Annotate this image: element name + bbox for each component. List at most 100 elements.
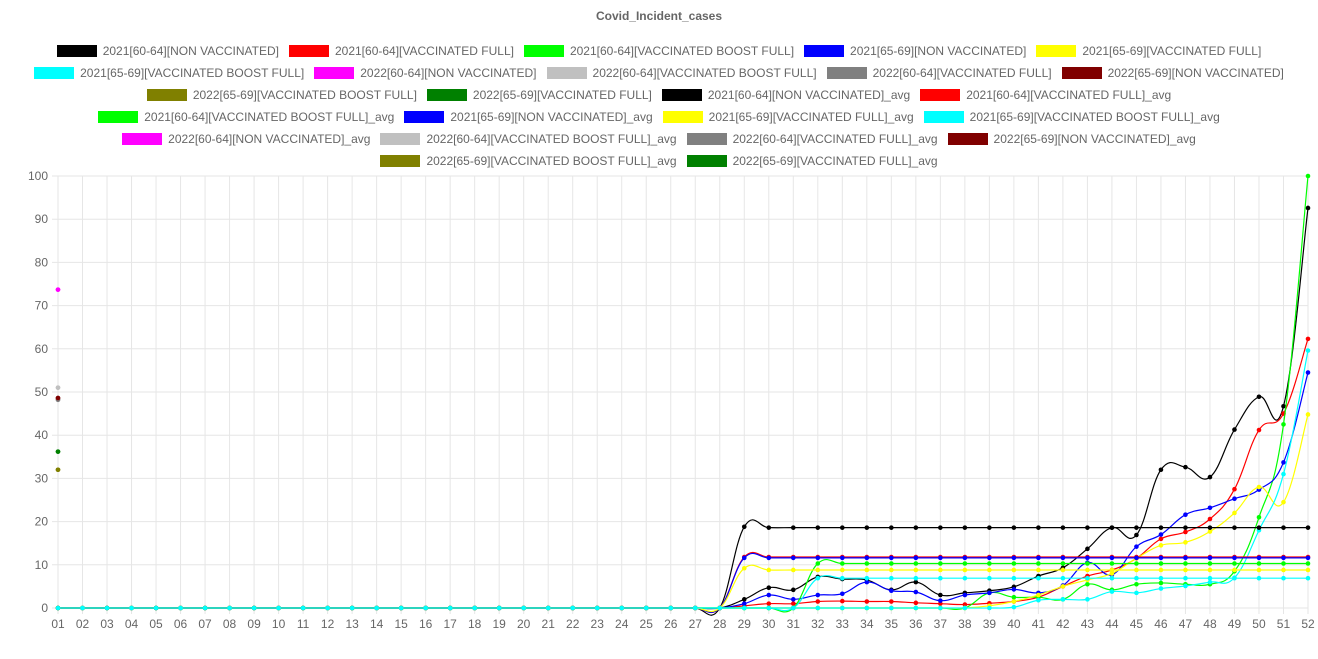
data-point bbox=[1158, 580, 1164, 586]
data-point bbox=[913, 567, 919, 573]
legend-item[interactable]: 2021[60-64][NON VACCINATED] bbox=[56, 40, 279, 62]
data-point bbox=[815, 555, 821, 561]
data-point bbox=[1011, 599, 1017, 604]
legend-label: 2021[65-69][VACCINATED FULL]_avg bbox=[708, 110, 914, 124]
legend-item[interactable]: 2022[60-64][VACCINATED FULL] bbox=[826, 62, 1052, 84]
data-point bbox=[325, 605, 330, 611]
legend-swatch bbox=[1036, 45, 1077, 57]
data-point bbox=[1281, 555, 1286, 561]
legend-item[interactable]: 2022[65-69][VACCINATED FULL]_avg bbox=[686, 150, 938, 172]
data-point bbox=[1281, 561, 1286, 566]
data-point bbox=[1085, 567, 1090, 573]
legend-item[interactable]: 2021[60-64][VACCINATED BOOST FULL]_avg bbox=[98, 106, 394, 128]
legend-label: 2021[60-64][VACCINATED BOOST FULL] bbox=[569, 44, 795, 58]
data-point bbox=[1207, 525, 1213, 530]
legend-item[interactable]: 2021[65-69][VACCINATED FULL]_avg bbox=[662, 106, 914, 128]
data-point bbox=[1158, 543, 1164, 548]
legend-swatch bbox=[686, 133, 727, 145]
data-point bbox=[1036, 575, 1041, 581]
data-point bbox=[741, 597, 747, 602]
x-tick-label: 02 bbox=[76, 617, 90, 631]
x-tick-label: 36 bbox=[909, 617, 923, 631]
data-point bbox=[766, 567, 772, 573]
data-point bbox=[251, 605, 257, 611]
legend-item[interactable]: 2021[60-64][VACCINATED BOOST FULL] bbox=[523, 40, 795, 62]
legend-item[interactable]: 2021[65-69][NON VACCINATED] bbox=[804, 40, 1026, 62]
x-tick-label: 21 bbox=[542, 617, 556, 631]
data-point bbox=[496, 605, 502, 611]
legend-swatch bbox=[426, 89, 467, 101]
legend-item[interactable]: 2021[60-64][VACCINATED FULL]_avg bbox=[920, 84, 1171, 106]
data-point bbox=[1134, 590, 1139, 596]
legend-label: 2022[60-64][VACCINATED BOOST FULL] bbox=[592, 66, 817, 80]
data-point bbox=[1011, 561, 1017, 566]
x-tick-label: 23 bbox=[591, 617, 605, 631]
data-point bbox=[766, 605, 772, 611]
data-point bbox=[1232, 525, 1237, 530]
data-point bbox=[864, 605, 870, 611]
data-point bbox=[766, 555, 772, 561]
legend-item[interactable]: 2022[65-69][NON VACCINATED]_avg bbox=[947, 128, 1196, 150]
legend-label: 2022[60-64][NON VACCINATED] bbox=[360, 66, 537, 80]
legend-swatch bbox=[826, 67, 867, 79]
legend-item[interactable]: 2021[65-69][VACCINATED FULL] bbox=[1036, 40, 1261, 62]
x-tick-label: 48 bbox=[1203, 617, 1217, 631]
legend-item[interactable]: 2022[60-64][NON VACCINATED] bbox=[314, 62, 537, 84]
data-point bbox=[790, 587, 796, 593]
x-tick-label: 10 bbox=[272, 617, 286, 631]
data-point bbox=[1109, 555, 1115, 561]
data-point bbox=[178, 605, 183, 611]
data-point bbox=[1060, 555, 1066, 561]
data-point bbox=[938, 567, 943, 573]
data-point bbox=[1109, 589, 1115, 594]
data-point bbox=[104, 605, 110, 611]
legend-item[interactable]: 2021[60-64][VACCINATED FULL] bbox=[288, 40, 514, 62]
data-point bbox=[766, 585, 772, 590]
legend: 2021[60-64][NON VACCINATED] 2021[60-64][V… bbox=[20, 40, 1298, 172]
legend-item[interactable]: 2021[65-69][NON VACCINATED]_avg bbox=[404, 106, 653, 128]
legend-item[interactable]: 2022[65-69][VACCINATED FULL] bbox=[426, 84, 652, 106]
legend-item[interactable]: 2022[65-69][NON VACCINATED] bbox=[1061, 62, 1284, 84]
data-point bbox=[815, 605, 821, 611]
data-point bbox=[129, 605, 134, 611]
legend-item[interactable]: 2022[65-69][VACCINATED BOOST FULL]_avg bbox=[380, 150, 677, 172]
data-point bbox=[668, 605, 674, 611]
legend-item[interactable]: 2022[65-69][VACCINATED BOOST FULL] bbox=[146, 84, 417, 106]
data-point bbox=[1232, 561, 1237, 566]
data-point bbox=[889, 555, 894, 561]
data-point bbox=[1281, 403, 1286, 409]
legend-swatch bbox=[804, 45, 845, 57]
legend-item[interactable]: 2021[65-69][VACCINATED BOOST FULL] bbox=[34, 62, 304, 84]
legend-item[interactable]: 2022[60-64][NON VACCINATED]_avg bbox=[122, 128, 370, 150]
data-point bbox=[864, 525, 870, 530]
y-tick-label: 20 bbox=[35, 515, 49, 529]
legend-item[interactable]: 2021[60-64][NON VACCINATED]_avg bbox=[661, 84, 911, 106]
data-point bbox=[1109, 525, 1115, 530]
legend-label: 2021[60-64][NON VACCINATED]_avg bbox=[707, 88, 911, 102]
data-point bbox=[840, 561, 845, 566]
x-tick-label: 47 bbox=[1179, 617, 1193, 631]
legend-item[interactable]: 2022[60-64][VACCINATED BOOST FULL] bbox=[546, 62, 817, 84]
series-line bbox=[57, 574, 1308, 612]
legend-label: 2021[60-64][VACCINATED FULL] bbox=[334, 44, 514, 58]
legend-swatch bbox=[1061, 67, 1102, 79]
legend-item[interactable]: 2022[60-64][VACCINATED BOOST FULL]_avg bbox=[380, 128, 677, 150]
data-point bbox=[840, 525, 845, 530]
data-point bbox=[1036, 525, 1041, 530]
x-tick-label: 22 bbox=[566, 617, 580, 631]
legend-label: 2021[60-64][NON VACCINATED] bbox=[102, 44, 279, 58]
data-point bbox=[1183, 561, 1188, 566]
data-point bbox=[962, 592, 968, 598]
data-point bbox=[1085, 546, 1090, 552]
x-tick-label: 07 bbox=[198, 617, 212, 631]
data-point bbox=[889, 575, 894, 581]
data-point bbox=[938, 525, 943, 530]
data-point bbox=[1060, 575, 1066, 581]
data-point bbox=[1232, 510, 1237, 516]
legend-item[interactable]: 2021[65-69][VACCINATED BOOST FULL]_avg bbox=[923, 106, 1220, 128]
legend-item[interactable]: 2022[60-64][VACCINATED FULL]_avg bbox=[686, 128, 938, 150]
x-tick-label: 29 bbox=[738, 617, 752, 631]
y-tick-label: 70 bbox=[35, 299, 49, 313]
x-tick-label: 14 bbox=[370, 617, 384, 631]
